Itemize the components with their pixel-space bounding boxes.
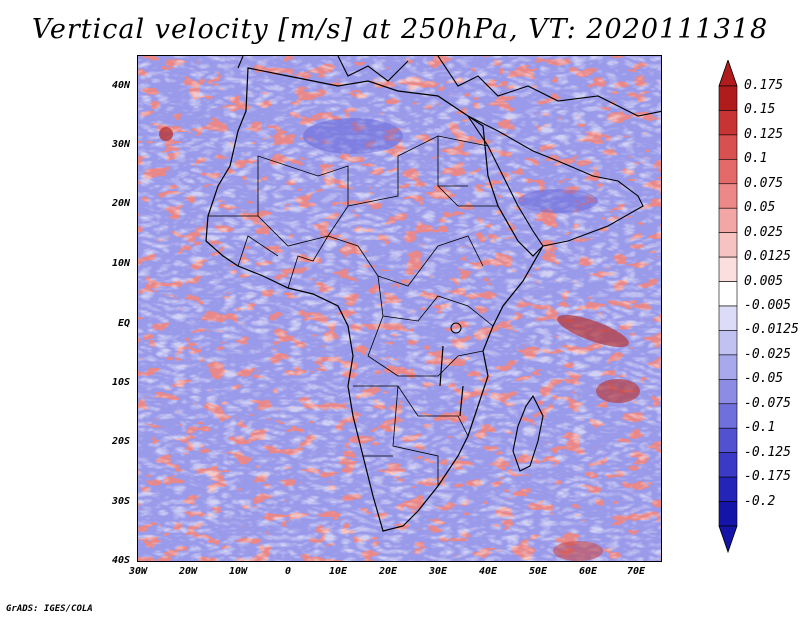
- colorbar-top-arrow: [718, 60, 738, 87]
- colorbar-segment: [718, 159, 738, 185]
- lat-label-20s: 20S: [111, 436, 130, 447]
- lon-label-0: 0: [284, 566, 292, 577]
- lon-label-10w: 10W: [228, 566, 248, 577]
- colorbar-tick-label: 0.175: [744, 78, 784, 93]
- lon-label-10e: 10E: [328, 566, 348, 577]
- colorbar-tick-label: 0.005: [744, 273, 784, 289]
- lat-label-10s: 10S: [111, 377, 130, 388]
- colorbar-segment: [718, 134, 738, 160]
- lon-label-20w: 20W: [178, 566, 198, 577]
- colorbar-tick-label: 0.0125: [744, 249, 791, 265]
- colorbar-segment: [718, 305, 738, 331]
- colorbar-segment: [718, 452, 738, 478]
- colorbar-tick-label: -0.175: [744, 469, 791, 485]
- colorbar-segment: [718, 281, 738, 307]
- colorbar-segment: [718, 354, 738, 380]
- colorbar-tick-label: -0.05: [744, 371, 784, 387]
- colorbar-segment: [718, 110, 738, 136]
- colorbar-tick-label: -0.0125: [744, 322, 799, 338]
- lon-label-60e: 60E: [578, 566, 598, 577]
- velocity-map: [137, 55, 662, 562]
- lat-label-40s: 40S: [111, 555, 130, 566]
- colorbar-tick-label: -0.125: [744, 444, 791, 460]
- colorbar-bottom-arrow: [718, 525, 738, 554]
- colorbar-tick-label: -0.075: [744, 395, 791, 411]
- colorbar-tick-label: -0.005: [744, 298, 791, 313]
- colorbar-tick-label: 0.125: [744, 126, 784, 142]
- colorbar-segment: [718, 256, 738, 282]
- colorbar-tick-label: -0.2: [744, 493, 776, 509]
- colorbar-tick-label: -0.025: [744, 346, 791, 362]
- lat-label-30s: 30S: [111, 496, 130, 507]
- colorbar: [718, 60, 738, 554]
- lon-label-50e: 50E: [528, 566, 548, 577]
- colorbar-segment: [718, 85, 738, 111]
- colorbar-segment: [718, 476, 738, 502]
- velocity-field: [138, 56, 661, 561]
- colorbar-tick-label: 0.1: [744, 151, 768, 167]
- credit-text: GrADS: IGES/COLA: [6, 604, 93, 614]
- lon-label-20e: 20E: [378, 566, 398, 577]
- lat-label-eq: EQ: [117, 318, 130, 329]
- lon-label-40e: 40E: [478, 566, 498, 577]
- colorbar-segment: [718, 427, 738, 453]
- lat-label-10n: 10N: [111, 258, 130, 269]
- colorbar-tick-label: 0.075: [744, 175, 784, 191]
- lon-label-70e: 70E: [626, 566, 646, 577]
- lat-label-30n: 30N: [111, 139, 130, 150]
- colorbar-segment: [718, 232, 738, 258]
- colorbar-segment: [718, 403, 738, 429]
- lat-label-20n: 20N: [111, 198, 130, 209]
- lat-label-40n: 40N: [111, 80, 130, 91]
- colorbar-segment: [718, 330, 738, 356]
- colorbar-segment: [718, 183, 738, 209]
- chart-title: Vertical velocity [m/s] at 250hPa, VT: 2…: [31, 14, 769, 45]
- colorbar-segment: [718, 501, 738, 527]
- colorbar-segment: [718, 379, 738, 405]
- lon-label-30e: 30E: [428, 566, 448, 577]
- colorbar-tick-label: -0.1: [744, 420, 776, 436]
- colorbar-segment: [718, 207, 738, 233]
- colorbar-tick-label: 0.05: [744, 200, 776, 216]
- lon-label-30w: 30W: [128, 566, 148, 577]
- colorbar-tick-label: 0.025: [744, 224, 784, 240]
- colorbar-tick-label: 0.15: [744, 102, 776, 118]
